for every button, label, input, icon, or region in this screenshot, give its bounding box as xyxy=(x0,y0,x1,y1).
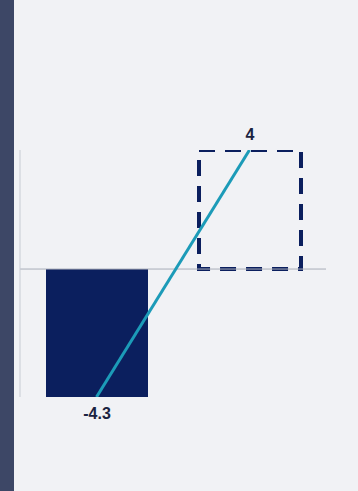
svg-text:-4.3: -4.3 xyxy=(83,405,111,422)
svg-text:4: 4 xyxy=(246,126,255,143)
